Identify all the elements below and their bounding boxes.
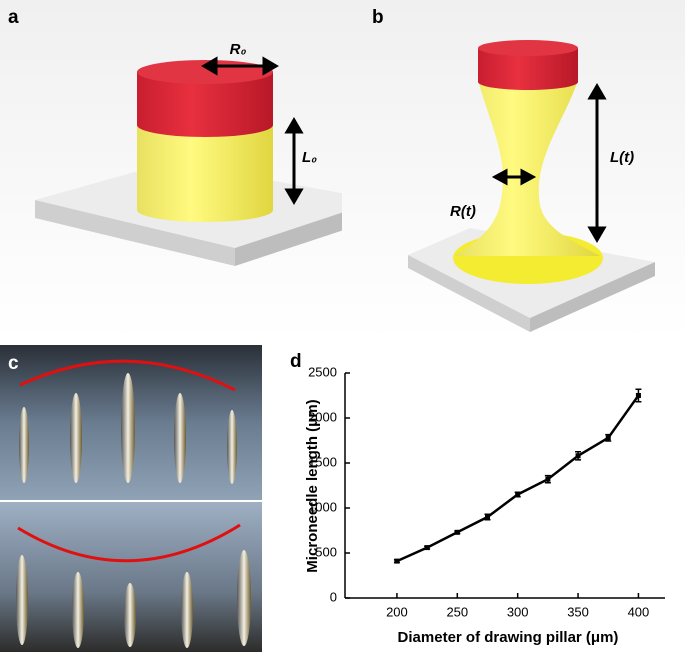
x-tick-label: 200 [386,604,408,619]
marker [424,545,430,551]
marker [454,529,460,535]
marker [545,476,551,482]
arrow [491,83,607,243]
cylinder-cap [137,60,273,84]
y-tick-label: 0 [330,589,337,604]
marker [484,514,490,520]
profile-curve [19,359,236,392]
y-tick-label: 2500 [308,364,337,379]
arrow [201,56,304,205]
cylinder-cap [137,113,273,137]
x-axis-label: Diameter of drawing pillar (μm) [398,629,619,646]
platform-side [408,255,530,332]
x-tick-label: 400 [628,604,650,619]
marker [605,435,611,441]
data-line [396,394,640,563]
neck [455,80,600,256]
x-tick-label: 250 [446,604,468,619]
y-tick-label: 1500 [308,454,337,469]
annotation: R(t) [450,203,476,220]
y-tick-label: 500 [315,544,337,559]
platform-side [530,262,655,332]
cylinder [137,198,273,222]
y-tick-label: 1000 [308,499,337,514]
panel-label: b [372,7,384,28]
annotation: L₀ [302,149,317,166]
marker [394,558,400,564]
annotation: R₀ [230,41,247,58]
profile-curve [17,523,241,563]
marker [515,492,521,497]
panel-label: d [290,351,302,372]
panel-label: a [8,7,19,28]
y-tick-label: 2000 [308,409,337,424]
cap [478,40,578,56]
cylinder [137,125,273,210]
platform-side [35,200,235,266]
marker [575,453,581,459]
marker [635,393,641,398]
annotation: L(t) [610,149,634,166]
needles [16,373,251,648]
cap [478,74,578,90]
x-tick-label: 300 [507,604,529,619]
x-tick-label: 350 [567,604,589,619]
y-axis-label: Microneedle length (μm) [304,399,321,572]
plot: 0 500 1000 1500 2000 2500 200 250 300 350 400 [308,364,665,619]
panel-label: c [8,353,19,374]
